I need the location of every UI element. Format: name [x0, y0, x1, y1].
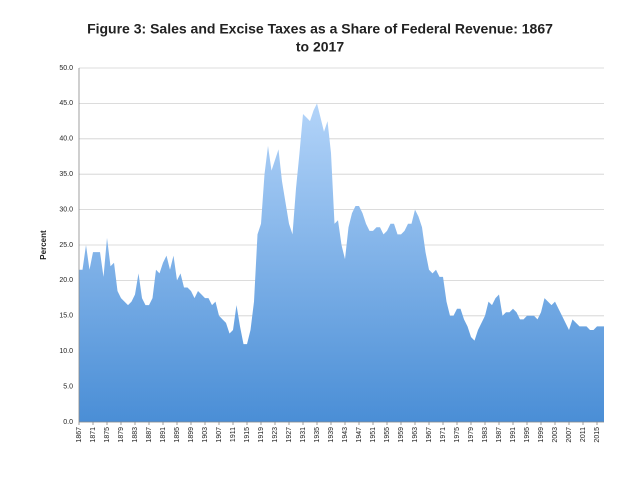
x-tick-label: 1895: [174, 427, 181, 443]
x-tick-label: 1947: [356, 427, 363, 443]
x-tick-label: 1923: [272, 427, 279, 443]
x-tick-label: 1935: [314, 427, 321, 443]
x-tick-label: 1871: [90, 427, 97, 443]
x-tick-label: 1963: [412, 427, 419, 443]
y-tick-label: 40.0: [59, 136, 73, 143]
x-tick-label: 1867: [76, 427, 83, 443]
x-tick-label: 2003: [552, 427, 559, 443]
y-tick-label: 25.0: [59, 242, 73, 249]
y-tick-label: 45.0: [59, 100, 73, 107]
x-tick-label: 1919: [258, 427, 265, 443]
x-tick-label: 1891: [160, 427, 167, 443]
x-tick-label: 1967: [426, 427, 433, 443]
x-tick-label: 1995: [524, 427, 531, 443]
x-tick-label: 2011: [580, 427, 587, 442]
y-tick-label: 0.0: [63, 419, 73, 426]
y-tick-label: 50.0: [59, 65, 73, 72]
x-tick-label: 1911: [230, 427, 237, 442]
x-tick-label: 1915: [244, 427, 251, 443]
x-tick-label: 1983: [482, 427, 489, 443]
x-tick-label: 1971: [440, 427, 447, 443]
x-tick-label: 1991: [510, 427, 517, 443]
x-tick-label: 1959: [398, 427, 405, 443]
x-tick-label: 1875: [104, 427, 111, 443]
x-tick-label: 1955: [384, 427, 391, 443]
y-tick-label: 30.0: [59, 206, 73, 213]
x-tick-label: 1943: [342, 427, 349, 443]
chart-title: to 2017: [296, 39, 344, 55]
x-tick-label: 1903: [202, 427, 209, 443]
x-tick-label: 1931: [300, 427, 307, 443]
x-tick-label: 1927: [286, 427, 293, 443]
x-tick-label: 1883: [132, 427, 139, 443]
x-tick-label: 1987: [496, 427, 503, 443]
chart-title: Figure 3: Sales and Excise Taxes as a Sh…: [87, 21, 553, 37]
x-tick-label: 1939: [328, 427, 335, 443]
y-tick-label: 20.0: [59, 277, 73, 284]
x-tick-label: 1999: [538, 427, 545, 443]
y-tick-label: 35.0: [59, 171, 73, 178]
x-tick-label: 1951: [370, 427, 377, 443]
area: [79, 103, 604, 423]
y-axis-label: Percent: [39, 230, 48, 260]
x-tick-label: 1979: [468, 427, 475, 443]
x-tick-label: 1907: [216, 427, 223, 443]
x-tick-label: 1887: [146, 427, 153, 443]
y-tick-label: 5.0: [63, 383, 73, 390]
x-tick-label: 2015: [594, 427, 601, 443]
y-tick-label: 15.0: [59, 313, 73, 320]
y-tick-label: 10.0: [59, 348, 73, 355]
x-tick-label: 1879: [118, 427, 125, 443]
x-tick-label: 1899: [188, 427, 195, 443]
x-tick-label: 1975: [454, 427, 461, 443]
x-tick-label: 2007: [566, 427, 573, 443]
